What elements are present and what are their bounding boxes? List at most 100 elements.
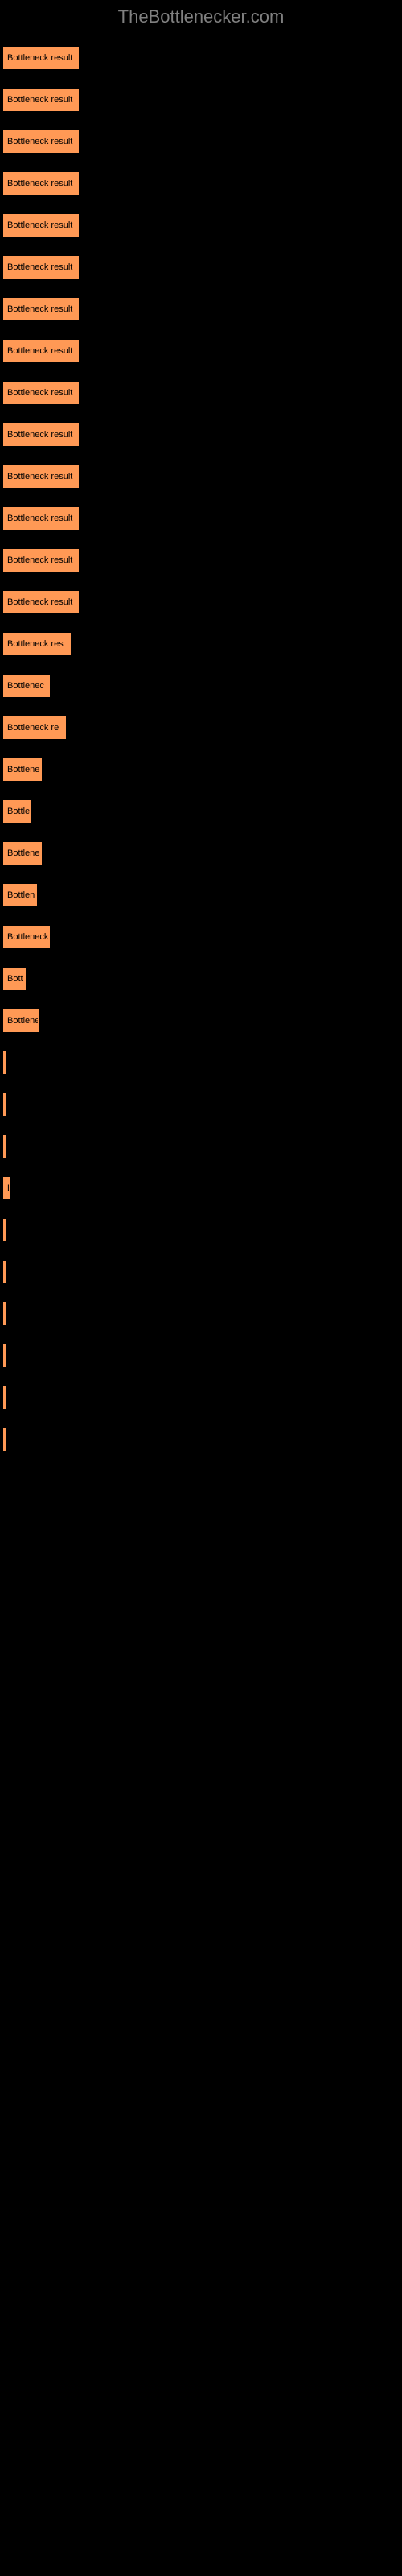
bar-spacing bbox=[3, 285, 399, 296]
chart-bar: Bottleneck result bbox=[3, 172, 79, 195]
bar-spacing bbox=[3, 118, 399, 129]
bar-spacing bbox=[3, 997, 399, 1008]
bar-group: Bottle bbox=[3, 787, 399, 823]
bar-group: Bottlene bbox=[3, 829, 399, 865]
bar-group: Bottlen bbox=[3, 871, 399, 906]
bar-group: Bottleneck result bbox=[3, 201, 399, 237]
chart-bar: Bottleneck result bbox=[3, 507, 79, 530]
bar-group: Bottleneck result bbox=[3, 536, 399, 572]
bar-spacing bbox=[3, 1373, 399, 1385]
chart-bar bbox=[3, 1093, 6, 1116]
chart-bar: Bottleneck result bbox=[3, 89, 79, 111]
bar-spacing bbox=[3, 620, 399, 631]
chart-bar bbox=[3, 1219, 6, 1241]
bar-group: Bottleneck result bbox=[3, 494, 399, 530]
bar-spacing bbox=[3, 1248, 399, 1259]
bar-spacing bbox=[3, 411, 399, 422]
bar-group: Bottleneck bbox=[3, 913, 399, 948]
bar-group: Bottlenec bbox=[3, 662, 399, 697]
bar-spacing bbox=[3, 34, 399, 45]
bar-group: Bottleneck result bbox=[3, 76, 399, 111]
bar-spacing bbox=[3, 1331, 399, 1343]
bar-spacing bbox=[3, 1206, 399, 1217]
bar-group: Bottleneck result bbox=[3, 159, 399, 195]
chart-bar bbox=[3, 1051, 6, 1074]
bar-spacing bbox=[3, 745, 399, 757]
bar-spacing bbox=[3, 1290, 399, 1301]
chart-bar: Bottleneck result bbox=[3, 465, 79, 488]
bar-group bbox=[3, 1206, 399, 1241]
chart-bar: Bottleneck bbox=[3, 926, 50, 948]
bar-group: Bottleneck result bbox=[3, 243, 399, 279]
chart-bar: Bottleneck result bbox=[3, 47, 79, 69]
chart-bar bbox=[3, 1344, 6, 1367]
chart-bar: Bottleneck result bbox=[3, 591, 79, 613]
chart-bar: Bottleneck result bbox=[3, 256, 79, 279]
bar-group: Bottleneck result bbox=[3, 34, 399, 69]
bar-group: B bbox=[3, 1164, 399, 1199]
bar-spacing bbox=[3, 243, 399, 254]
chart-bar: Bottlene bbox=[3, 758, 42, 781]
bar-group: Bottleneck re bbox=[3, 704, 399, 739]
bar-spacing bbox=[3, 369, 399, 380]
bar-spacing bbox=[3, 452, 399, 464]
logo: TheBottlenecker.com bbox=[0, 0, 402, 34]
bar-spacing bbox=[3, 662, 399, 673]
chart-bar: Bottleneck result bbox=[3, 549, 79, 572]
bar-spacing bbox=[3, 704, 399, 715]
bar-group bbox=[3, 1415, 399, 1451]
chart-bar: Bottleneck res bbox=[3, 633, 71, 655]
chart-bar bbox=[3, 1428, 6, 1451]
bar-group: Bottleneck res bbox=[3, 620, 399, 655]
bar-group bbox=[3, 1122, 399, 1158]
bar-group: Bottleneck result bbox=[3, 285, 399, 320]
bar-spacing bbox=[3, 536, 399, 547]
chart-bar bbox=[3, 1261, 6, 1283]
bar-group bbox=[3, 1080, 399, 1116]
bar-spacing bbox=[3, 913, 399, 924]
chart-bar: Bottleneck result bbox=[3, 382, 79, 404]
bar-spacing bbox=[3, 494, 399, 506]
chart-bar: Bottleneck result bbox=[3, 423, 79, 446]
chart-bar: Bottleneck result bbox=[3, 298, 79, 320]
bar-group bbox=[3, 1038, 399, 1074]
chart-bar: Bottlene bbox=[3, 1009, 39, 1032]
chart-bar: B bbox=[3, 1177, 10, 1199]
bar-spacing bbox=[3, 1122, 399, 1133]
bar-group bbox=[3, 1331, 399, 1367]
bar-spacing bbox=[3, 578, 399, 589]
chart-bar bbox=[3, 1135, 6, 1158]
chart-bar bbox=[3, 1302, 6, 1325]
bar-group bbox=[3, 1290, 399, 1325]
bar-group: Bottlene bbox=[3, 997, 399, 1032]
bar-spacing bbox=[3, 829, 399, 840]
bar-spacing bbox=[3, 201, 399, 213]
bar-spacing bbox=[3, 1415, 399, 1426]
chart-bar bbox=[3, 1386, 6, 1409]
bar-group: Bottleneck result bbox=[3, 118, 399, 153]
chart-bar: Bottlenec bbox=[3, 675, 50, 697]
chart-bar: Bottleneck re bbox=[3, 716, 66, 739]
bar-group: Bottleneck result bbox=[3, 327, 399, 362]
chart-bar: Bottle bbox=[3, 800, 31, 823]
bar-group: Bottleneck result bbox=[3, 369, 399, 404]
bar-group: Bottlene bbox=[3, 745, 399, 781]
bar-group: Bottleneck result bbox=[3, 452, 399, 488]
bar-group: Bottleneck result bbox=[3, 578, 399, 613]
bar-spacing bbox=[3, 1164, 399, 1175]
bar-group bbox=[3, 1248, 399, 1283]
bar-spacing bbox=[3, 871, 399, 882]
bar-spacing bbox=[3, 955, 399, 966]
chart-bar: Bott bbox=[3, 968, 26, 990]
bar-spacing bbox=[3, 1038, 399, 1050]
chart-bar: Bottleneck result bbox=[3, 340, 79, 362]
bar-spacing bbox=[3, 1080, 399, 1092]
bar-group: Bott bbox=[3, 955, 399, 990]
bar-group bbox=[3, 1373, 399, 1409]
bar-spacing bbox=[3, 76, 399, 87]
chart-bar: Bottleneck result bbox=[3, 214, 79, 237]
bar-spacing bbox=[3, 327, 399, 338]
chart-bar: Bottlen bbox=[3, 884, 37, 906]
chart-bar: Bottleneck result bbox=[3, 130, 79, 153]
bar-spacing bbox=[3, 159, 399, 171]
